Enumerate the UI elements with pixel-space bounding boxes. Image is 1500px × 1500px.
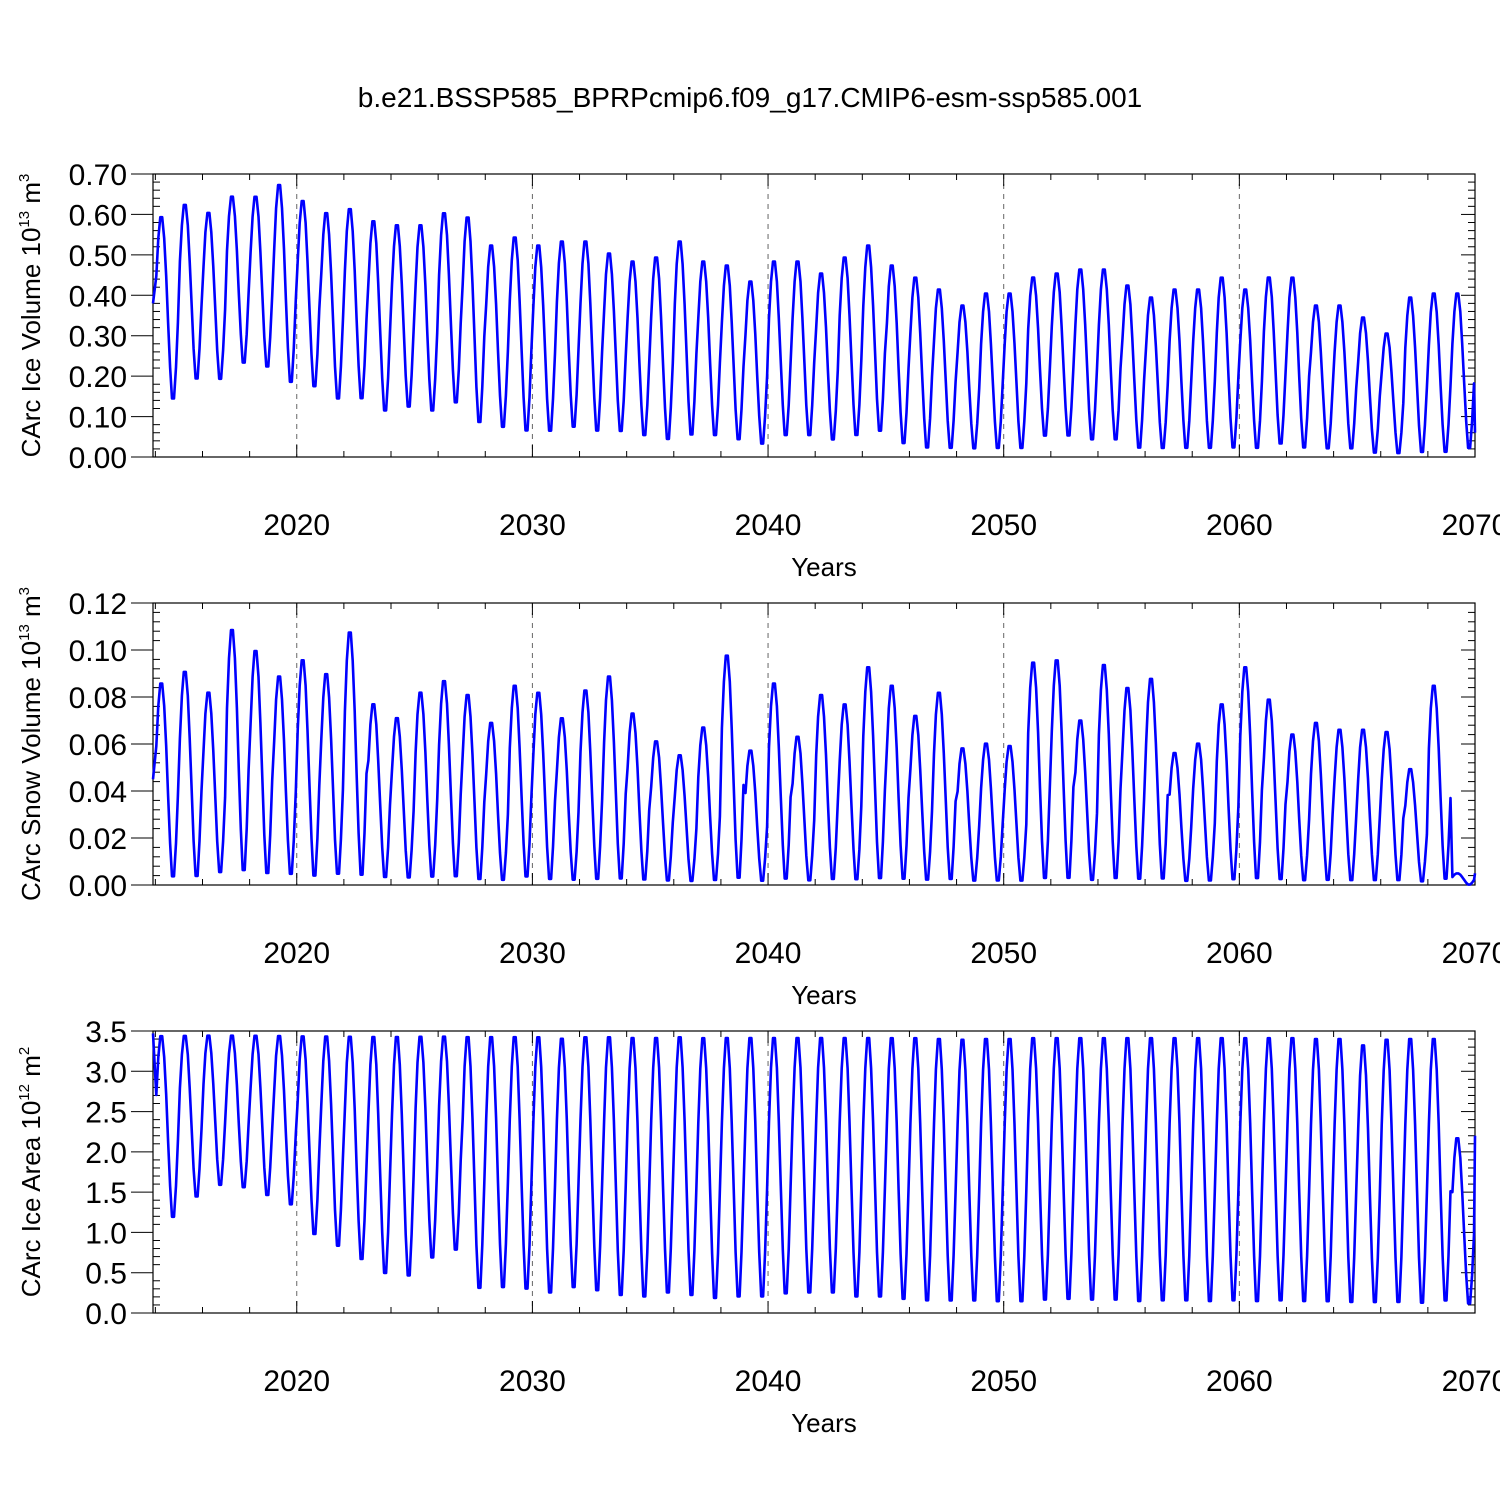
- x-tick-label-2020: 2020: [263, 509, 330, 542]
- x-tick-label-2050: 2050: [970, 1365, 1037, 1398]
- x-tick-label-2020: 2020: [263, 1365, 330, 1398]
- y-axis-title-unit: m: [16, 182, 46, 211]
- y-axis-title-main: CArc Ice Area 10: [16, 1101, 46, 1298]
- y-tick-label-0.08: 0.08: [69, 682, 127, 715]
- y-axis-title: CArc Ice Volume 1013 m3: [16, 174, 46, 458]
- y-axis-title-unit: m: [16, 1055, 46, 1084]
- y-tick-label-0.10: 0.10: [69, 635, 127, 668]
- y-tick-label-0.04: 0.04: [69, 776, 127, 809]
- y-tick-label-3.5: 3.5: [85, 1016, 127, 1049]
- x-tick-label-2060: 2060: [1206, 937, 1273, 970]
- y-tick-label-0.5: 0.5: [85, 1258, 127, 1291]
- series-line-carc-ice-volume: [151, 183, 1477, 455]
- y-tick-label-0.00: 0.00: [69, 870, 127, 903]
- y-axis-title-exponent: 13: [16, 624, 33, 641]
- y-tick-label-0.12: 0.12: [69, 588, 127, 621]
- series-line-carc-ice-area: [151, 1033, 1477, 1305]
- y-tick-label-0.60: 0.60: [69, 199, 127, 232]
- y-tick-label-2.0: 2.0: [85, 1137, 127, 1170]
- y-axis-title-exponent: 12: [16, 1084, 33, 1101]
- y-axis-title-unit-exponent: 3: [16, 174, 33, 182]
- panel-snow-volume: 0.00 0.02 0.04 0.06 0.08 0.10 0.12 2020 2030 2040…: [16, 587, 1500, 1010]
- x-axis-title: Years: [791, 1408, 857, 1438]
- y-tick-label-1.5: 1.5: [85, 1177, 127, 1210]
- y-tick-label-1.0: 1.0: [85, 1217, 127, 1250]
- y-axis-title: CArc Snow Volume 1013 m3: [16, 587, 46, 901]
- y-axis-title-unit-exponent: 2: [16, 1047, 33, 1055]
- x-tick-label-2040: 2040: [735, 1365, 802, 1398]
- y-tick-label-3.0: 3.0: [85, 1056, 127, 1089]
- x-tick-label-2060: 2060: [1206, 509, 1273, 542]
- x-tick-label-2050: 2050: [970, 937, 1037, 970]
- x-tick-label-2050: 2050: [970, 509, 1037, 542]
- y-axis-title: CArc Ice Area 1012 m2: [16, 1047, 46, 1297]
- y-axis-title-unit: m: [16, 595, 46, 624]
- x-tick-label-2040: 2040: [735, 509, 802, 542]
- x-tick-label-2070: 2070: [1442, 1365, 1500, 1398]
- plot-frame: [152, 173, 1476, 458]
- y-axis-title-unit-exponent: 3: [16, 587, 33, 595]
- y-tick-label-0.30: 0.30: [69, 321, 127, 354]
- y-tick-label-0.06: 0.06: [69, 729, 127, 762]
- page-title: b.e21.BSSP585_BPRPcmip6.f09_g17.CMIP6-es…: [357, 82, 1143, 113]
- panel-ice-volume: 0.00 0.10 0.20 0.30 0.40 0.50 0.60 0.70 2020 2030…: [16, 159, 1500, 582]
- x-axis-title: Years: [791, 980, 857, 1010]
- x-tick-label-2020: 2020: [263, 937, 330, 970]
- x-tick-label-2030: 2030: [499, 937, 566, 970]
- y-tick-label-2.5: 2.5: [85, 1097, 127, 1130]
- y-tick-label-0.20: 0.20: [69, 361, 127, 394]
- y-tick-label-0.10: 0.10: [69, 402, 127, 435]
- x-tick-label-2060: 2060: [1206, 1365, 1273, 1398]
- y-tick-label-0.50: 0.50: [69, 240, 127, 273]
- x-tick-label-2070: 2070: [1442, 937, 1500, 970]
- x-tick-label-2030: 2030: [499, 1365, 566, 1398]
- y-tick-label-0.70: 0.70: [69, 159, 127, 192]
- panel-ice-area: 0.0 0.5 1.0 1.5 2.0 2.5 3.0 3.5 2020 2030 2040 2050…: [16, 1016, 1500, 1438]
- y-axis-title-main: CArc Snow Volume 10: [16, 641, 46, 901]
- series-line-carc-snow-volume: [151, 628, 1477, 886]
- y-tick-label-0.00: 0.00: [69, 442, 127, 475]
- y-axis-title-main: CArc Ice Volume 10: [16, 228, 46, 458]
- y-tick-label-0.0: 0.0: [85, 1298, 127, 1331]
- x-tick-label-2030: 2030: [499, 509, 566, 542]
- x-tick-label-2040: 2040: [735, 937, 802, 970]
- x-tick-label-2070: 2070: [1442, 509, 1500, 542]
- y-tick-label-0.02: 0.02: [69, 823, 127, 856]
- y-tick-label-0.40: 0.40: [69, 280, 127, 313]
- x-axis-title: Years: [791, 552, 857, 582]
- y-axis-title-exponent: 13: [16, 211, 33, 228]
